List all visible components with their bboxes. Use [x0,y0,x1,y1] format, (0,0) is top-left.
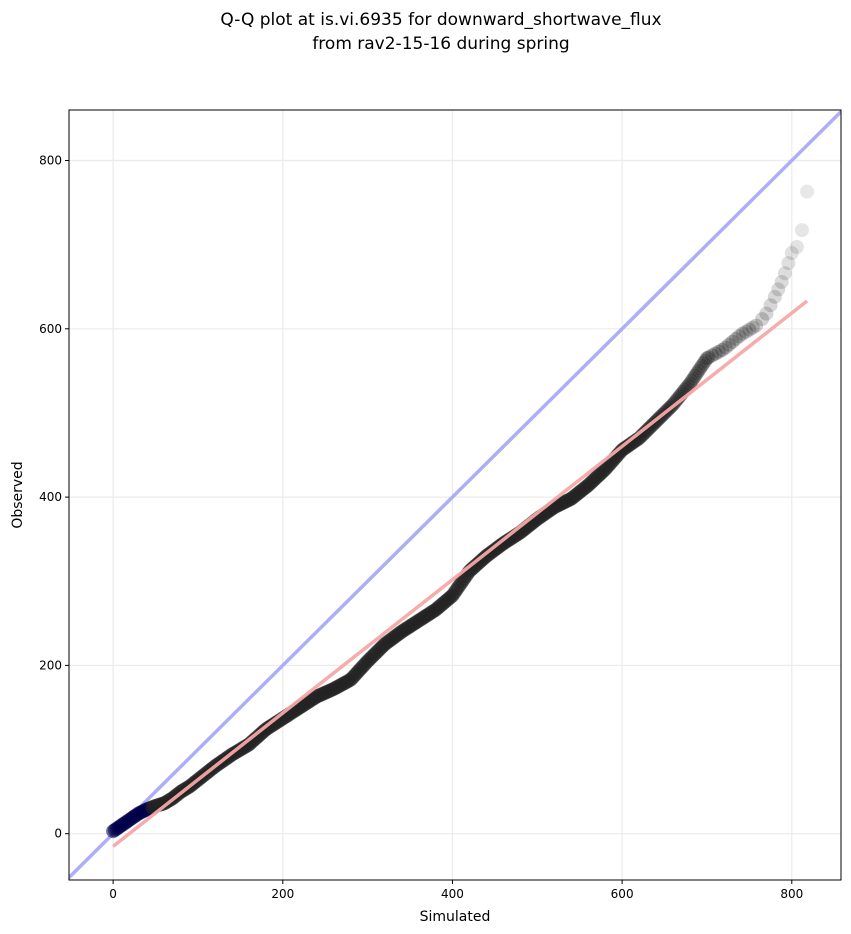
data-point-332 [669,393,684,408]
data-point-350 [699,351,714,366]
y-tick-label-1: 200 [39,658,62,672]
data-point-371 [774,275,789,290]
data-point-339 [681,378,696,393]
data-point-342 [686,371,701,386]
data-point-353 [708,346,723,361]
data-point-357 [722,337,737,352]
y-axis-label: Observed [10,461,26,528]
data-point-341 [684,373,699,388]
grid-lines [69,110,841,880]
x-axis-label: Simulated [420,909,491,925]
data-point-358 [725,334,740,349]
data-point-367 [759,306,774,321]
x-axis-ticks: 0 200 400 600 800 [109,880,803,901]
chart-title-line-1: Q-Q plot at is.vi.6935 for downward_shor… [220,10,661,30]
data-point-364 [745,320,760,335]
data-point-345 [691,363,706,378]
data-point-314 [638,424,653,439]
data-point-316 [642,421,657,436]
y-tick-label-3: 600 [39,322,62,336]
data-point-361 [735,326,750,341]
data-point-355 [715,342,730,357]
y-axis-ticks: 0 200 400 600 800 [39,153,69,841]
data-point-377 [800,184,815,199]
chart-title-line-2: from rav2-15-16 during spring [312,34,569,54]
data-point-374 [784,246,799,261]
data-points [106,184,815,839]
data-point-376 [794,223,809,238]
data-point-343 [688,368,703,383]
data-point-344 [689,366,704,381]
data-point-351 [701,350,716,365]
data-point-349 [698,353,713,368]
x-tick-label-1: 200 [271,887,294,901]
data-point-356 [718,340,733,355]
data-point-366 [755,312,770,327]
plot-frame [68,109,842,881]
data-point-362 [738,324,753,339]
y-tick-label-4: 800 [39,153,62,167]
x-tick-label-4: 800 [780,887,803,901]
data-point-363 [742,322,757,337]
data-point-315 [640,422,655,437]
data-point-360 [732,329,747,344]
data-point-359 [728,331,743,346]
fit-line [112,299,809,848]
x-tick-label-0: 0 [109,887,117,901]
data-point-369 [767,289,782,304]
y-tick-label-2: 400 [39,490,62,504]
one-to-one-line [69,110,841,880]
data-point-354 [711,344,726,359]
x-tick-label-2: 400 [441,887,464,901]
data-point-347 [694,358,709,373]
data-point-372 [778,266,793,281]
x-tick-label-3: 600 [611,887,634,901]
data-point-346 [693,361,708,376]
data-point-368 [763,298,778,313]
data-point-348 [696,356,711,371]
data-point-373 [781,256,796,271]
y-tick-label-0: 0 [54,827,62,841]
data-point-365 [749,318,764,333]
data-point-340 [682,376,697,391]
data-point-370 [771,282,786,297]
data-point-352 [705,348,720,363]
data-point-375 [789,240,804,255]
